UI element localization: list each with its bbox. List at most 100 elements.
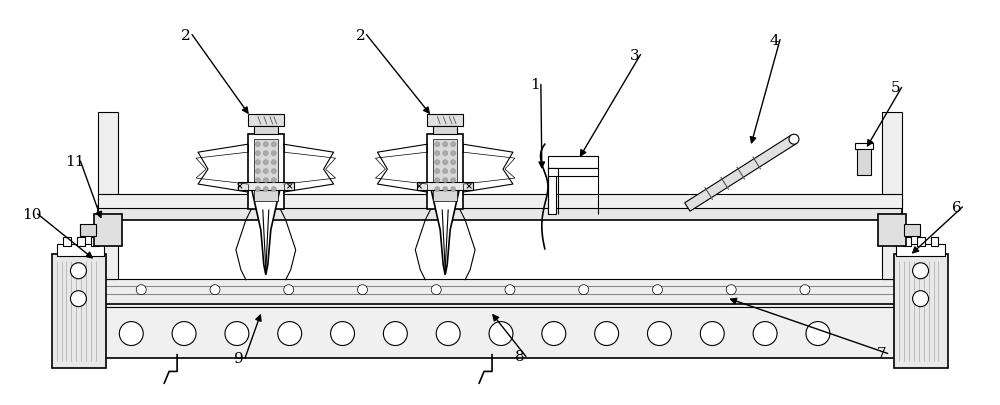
Text: 3: 3	[630, 48, 639, 62]
Circle shape	[652, 285, 662, 295]
Circle shape	[451, 142, 456, 147]
Bar	[94, 214, 122, 246]
Circle shape	[255, 142, 260, 147]
Circle shape	[700, 322, 724, 345]
Circle shape	[726, 285, 736, 295]
Circle shape	[284, 285, 294, 295]
Bar	[548, 169, 556, 214]
Text: 7: 7	[877, 347, 887, 360]
Bar	[903, 237, 911, 246]
Text: 5: 5	[891, 81, 900, 95]
Circle shape	[431, 285, 441, 295]
Bar	[248, 135, 284, 209]
Circle shape	[271, 169, 276, 174]
Bar	[882, 113, 902, 279]
Polygon shape	[252, 191, 280, 275]
Circle shape	[489, 322, 513, 345]
Circle shape	[70, 263, 86, 279]
Text: 6: 6	[952, 200, 961, 215]
Circle shape	[579, 285, 589, 295]
Circle shape	[806, 322, 830, 345]
Text: 9: 9	[234, 352, 244, 366]
Bar	[254, 127, 278, 135]
Circle shape	[119, 322, 143, 345]
Circle shape	[263, 187, 268, 192]
Circle shape	[263, 160, 268, 165]
Circle shape	[136, 285, 146, 295]
Circle shape	[435, 160, 440, 165]
Circle shape	[383, 322, 407, 345]
Circle shape	[443, 160, 448, 165]
Bar	[433, 140, 457, 202]
Circle shape	[255, 178, 260, 183]
Circle shape	[225, 322, 249, 345]
Circle shape	[913, 263, 929, 279]
Text: 11: 11	[65, 155, 84, 169]
Circle shape	[263, 169, 268, 174]
Circle shape	[271, 142, 276, 147]
Circle shape	[271, 160, 276, 165]
Circle shape	[451, 178, 456, 183]
Bar	[248, 115, 284, 127]
Bar	[427, 115, 463, 127]
Bar	[417, 183, 473, 191]
Polygon shape	[685, 136, 797, 212]
Circle shape	[435, 178, 440, 183]
Bar	[77, 237, 85, 246]
Text: 4: 4	[769, 34, 779, 47]
Circle shape	[210, 285, 220, 295]
Bar	[896, 244, 945, 256]
Text: 8: 8	[515, 350, 525, 364]
Circle shape	[451, 187, 456, 192]
Bar	[548, 169, 598, 177]
Circle shape	[271, 187, 276, 192]
Circle shape	[435, 142, 440, 147]
Bar	[52, 254, 106, 369]
Circle shape	[278, 322, 302, 345]
Bar	[98, 113, 118, 279]
Text: 2: 2	[356, 28, 365, 43]
Circle shape	[542, 322, 566, 345]
Circle shape	[789, 135, 799, 145]
Circle shape	[800, 285, 810, 295]
Circle shape	[451, 160, 456, 165]
Circle shape	[436, 322, 460, 345]
Circle shape	[913, 291, 929, 307]
Circle shape	[443, 142, 448, 147]
Bar	[931, 237, 938, 246]
Circle shape	[505, 285, 515, 295]
Circle shape	[435, 151, 440, 156]
Polygon shape	[431, 191, 459, 275]
Circle shape	[595, 322, 619, 345]
Bar	[98, 207, 902, 220]
Bar	[86, 304, 914, 358]
Circle shape	[357, 285, 367, 295]
Circle shape	[271, 151, 276, 156]
Bar	[917, 237, 925, 246]
Bar	[894, 254, 948, 369]
Circle shape	[255, 160, 260, 165]
Bar	[855, 144, 873, 150]
Circle shape	[255, 169, 260, 174]
Circle shape	[443, 187, 448, 192]
Circle shape	[271, 178, 276, 183]
Circle shape	[331, 322, 354, 345]
Text: 10: 10	[22, 207, 41, 222]
Bar	[80, 224, 96, 236]
Bar	[98, 194, 902, 209]
Text: 1: 1	[530, 78, 540, 92]
Bar	[427, 135, 463, 209]
Circle shape	[70, 291, 86, 307]
Circle shape	[435, 187, 440, 192]
Circle shape	[451, 169, 456, 174]
Circle shape	[443, 151, 448, 156]
Bar	[433, 127, 457, 135]
Circle shape	[753, 322, 777, 345]
Circle shape	[263, 178, 268, 183]
Circle shape	[263, 142, 268, 147]
Bar	[91, 237, 99, 246]
Bar	[878, 214, 906, 246]
Bar	[857, 148, 871, 176]
Circle shape	[451, 151, 456, 156]
Bar	[904, 224, 920, 236]
